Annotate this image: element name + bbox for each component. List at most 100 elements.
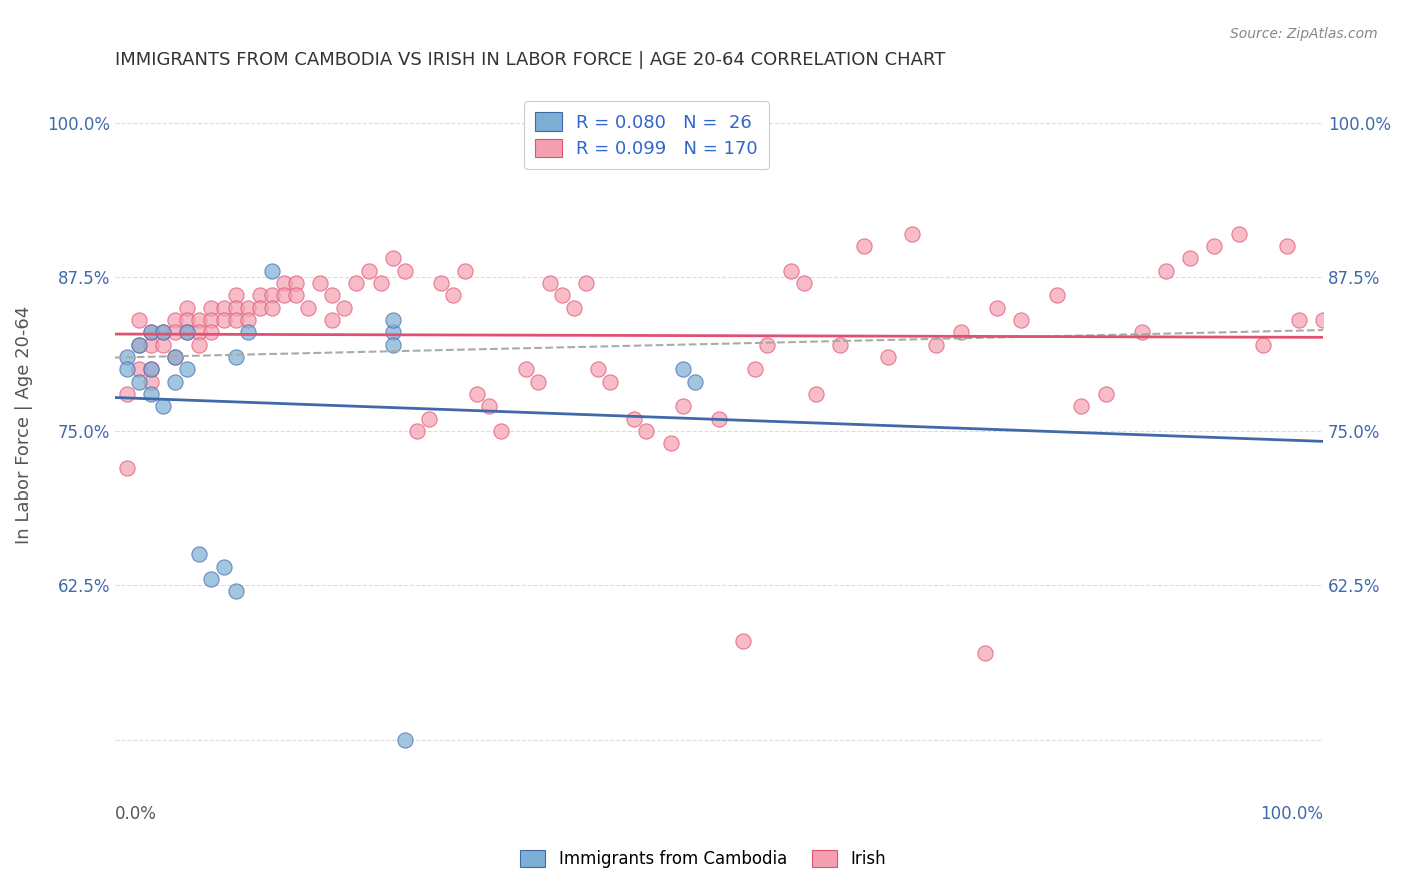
- Point: [176, 326, 198, 340]
- Point: [683, 375, 706, 389]
- Point: [515, 362, 537, 376]
- Point: [115, 387, 138, 401]
- Point: [1227, 227, 1250, 241]
- Text: 0.0%: 0.0%: [115, 805, 156, 823]
- Point: [273, 276, 295, 290]
- Point: [165, 350, 187, 364]
- Point: [672, 400, 695, 414]
- Point: [139, 362, 162, 376]
- Point: [115, 350, 138, 364]
- Point: [128, 362, 150, 376]
- Point: [260, 288, 283, 302]
- Point: [357, 263, 380, 277]
- Point: [744, 362, 766, 376]
- Point: [139, 326, 162, 340]
- Point: [321, 288, 343, 302]
- Point: [152, 326, 174, 340]
- Point: [188, 326, 211, 340]
- Point: [260, 301, 283, 315]
- Point: [394, 263, 416, 277]
- Point: [139, 362, 162, 376]
- Point: [756, 337, 779, 351]
- Point: [1010, 313, 1032, 327]
- Point: [273, 288, 295, 302]
- Legend: Immigrants from Cambodia, Irish: Immigrants from Cambodia, Irish: [513, 843, 893, 875]
- Point: [128, 375, 150, 389]
- Point: [139, 387, 162, 401]
- Point: [381, 252, 404, 266]
- Point: [128, 337, 150, 351]
- Point: [225, 301, 247, 315]
- Point: [381, 337, 404, 351]
- Point: [478, 400, 501, 414]
- Point: [491, 424, 513, 438]
- Point: [925, 337, 948, 351]
- Point: [405, 424, 427, 438]
- Point: [321, 313, 343, 327]
- Point: [188, 313, 211, 327]
- Point: [465, 387, 488, 401]
- Point: [115, 461, 138, 475]
- Point: [599, 375, 621, 389]
- Point: [236, 301, 259, 315]
- Point: [586, 362, 609, 376]
- Point: [526, 375, 548, 389]
- Point: [260, 263, 283, 277]
- Point: [188, 337, 211, 351]
- Point: [370, 276, 392, 290]
- Point: [212, 313, 235, 327]
- Text: Source: ZipAtlas.com: Source: ZipAtlas.com: [1230, 27, 1378, 41]
- Point: [225, 350, 247, 364]
- Point: [733, 633, 755, 648]
- Point: [1251, 337, 1274, 351]
- Point: [152, 326, 174, 340]
- Point: [333, 301, 356, 315]
- Point: [828, 337, 851, 351]
- Point: [152, 337, 174, 351]
- Point: [418, 411, 440, 425]
- Point: [551, 288, 574, 302]
- Point: [538, 276, 561, 290]
- Point: [139, 326, 162, 340]
- Point: [152, 400, 174, 414]
- Point: [115, 362, 138, 376]
- Point: [128, 313, 150, 327]
- Point: [1070, 400, 1092, 414]
- Point: [188, 548, 211, 562]
- Point: [165, 350, 187, 364]
- Point: [225, 584, 247, 599]
- Point: [659, 436, 682, 450]
- Point: [1288, 313, 1310, 327]
- Point: [165, 326, 187, 340]
- Point: [430, 276, 453, 290]
- Y-axis label: In Labor Force | Age 20-64: In Labor Force | Age 20-64: [15, 306, 32, 544]
- Point: [986, 301, 1008, 315]
- Point: [1180, 252, 1202, 266]
- Point: [176, 313, 198, 327]
- Text: 100.0%: 100.0%: [1260, 805, 1323, 823]
- Point: [139, 375, 162, 389]
- Point: [877, 350, 900, 364]
- Point: [623, 411, 645, 425]
- Point: [901, 227, 924, 241]
- Point: [381, 313, 404, 327]
- Point: [297, 301, 319, 315]
- Point: [249, 288, 271, 302]
- Point: [225, 288, 247, 302]
- Point: [176, 362, 198, 376]
- Point: [285, 276, 308, 290]
- Text: IMMIGRANTS FROM CAMBODIA VS IRISH IN LABOR FORCE | AGE 20-64 CORRELATION CHART: IMMIGRANTS FROM CAMBODIA VS IRISH IN LAB…: [115, 51, 945, 69]
- Point: [454, 263, 477, 277]
- Point: [441, 288, 464, 302]
- Point: [309, 276, 332, 290]
- Point: [346, 276, 368, 290]
- Point: [973, 646, 995, 660]
- Point: [225, 313, 247, 327]
- Point: [128, 337, 150, 351]
- Point: [212, 301, 235, 315]
- Point: [394, 732, 416, 747]
- Point: [852, 239, 875, 253]
- Point: [1154, 263, 1177, 277]
- Point: [707, 411, 730, 425]
- Point: [562, 301, 585, 315]
